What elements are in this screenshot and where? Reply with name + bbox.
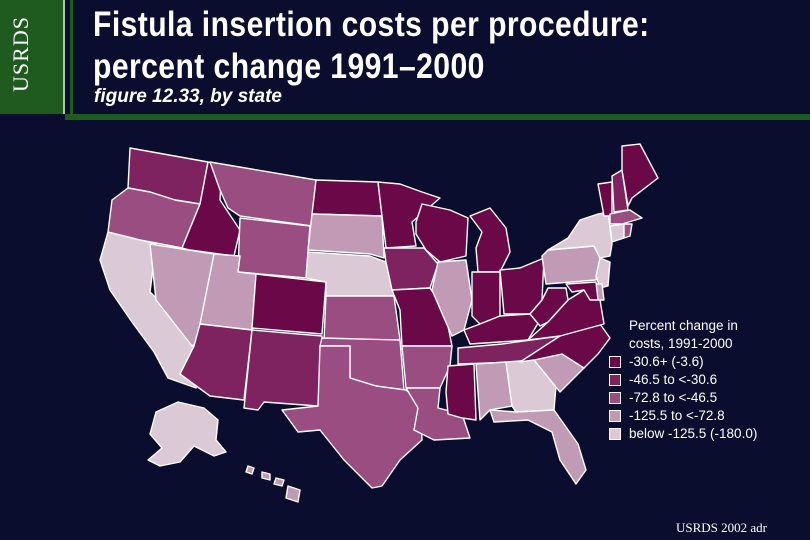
legend-label: -72.8 to <-46.5 <box>629 390 718 405</box>
state-ND <box>311 179 383 217</box>
state-MA <box>609 209 643 225</box>
header-rule <box>65 114 810 120</box>
state-WY <box>237 217 311 279</box>
state-IL <box>431 259 473 337</box>
state-AL <box>475 361 513 421</box>
state-SD <box>307 213 385 259</box>
page-title-line2: percent change 1991–2000 <box>93 47 485 86</box>
map-legend: Percent change in costs, 1991-2000 -30.6… <box>609 317 799 443</box>
legend-item: -125.5 to <-72.8 <box>609 407 799 425</box>
state-AK <box>147 401 227 467</box>
state-ME <box>621 143 659 207</box>
state-CA <box>99 231 209 389</box>
state-PA <box>541 245 601 285</box>
state-NM <box>243 329 323 411</box>
state-KS <box>323 295 401 341</box>
state-RI <box>623 223 633 239</box>
legend-item: -30.6+ (-3.6) <box>609 353 799 371</box>
source-credit: USRDS 2002 adr <box>676 520 768 535</box>
state-FL <box>489 409 587 485</box>
state-MN <box>377 181 441 249</box>
state-MI <box>469 207 511 273</box>
state-IA <box>383 247 439 291</box>
header-divider <box>70 0 73 118</box>
state-IN <box>471 271 501 325</box>
legend-swatch <box>609 374 621 386</box>
legend-item: -72.8 to <-46.5 <box>609 389 799 407</box>
legend-item: below -125.5 (-180.0) <box>609 425 799 443</box>
state-HI <box>245 465 301 503</box>
legend-item: -46.5 to <-30.6 <box>609 371 799 389</box>
legend-swatch <box>609 410 621 422</box>
state-CT <box>609 223 625 243</box>
state-LA <box>405 387 471 441</box>
legend-label: -125.5 to <-72.8 <box>629 408 725 423</box>
page-title-line1: Fistula insertion costs per procedure: <box>93 5 650 44</box>
state-CO <box>251 273 327 335</box>
page-title: Fistula insertion costs per procedure: p… <box>93 4 695 88</box>
figure-subtitle: figure 12.33, by state <box>94 86 282 107</box>
legend-label: below -125.5 (-180.0) <box>629 426 758 441</box>
legend-swatch <box>609 356 621 368</box>
state-NJ <box>595 257 611 289</box>
state-AR <box>401 345 453 389</box>
legend-swatch <box>609 428 621 440</box>
legend-title-line1: Percent change in <box>629 318 738 333</box>
legend-title-line2: costs, 1991-2000 <box>629 336 733 351</box>
legend-label: -30.6+ (-3.6) <box>629 354 704 369</box>
state-MS <box>445 363 477 421</box>
legend-label: -46.5 to <-30.6 <box>629 372 718 387</box>
state-VT <box>597 181 613 217</box>
state-WV <box>529 287 569 327</box>
brand-box: USRDS <box>0 0 65 114</box>
legend-swatch <box>609 392 621 404</box>
state-MD <box>565 281 599 301</box>
state-TX <box>281 345 423 489</box>
